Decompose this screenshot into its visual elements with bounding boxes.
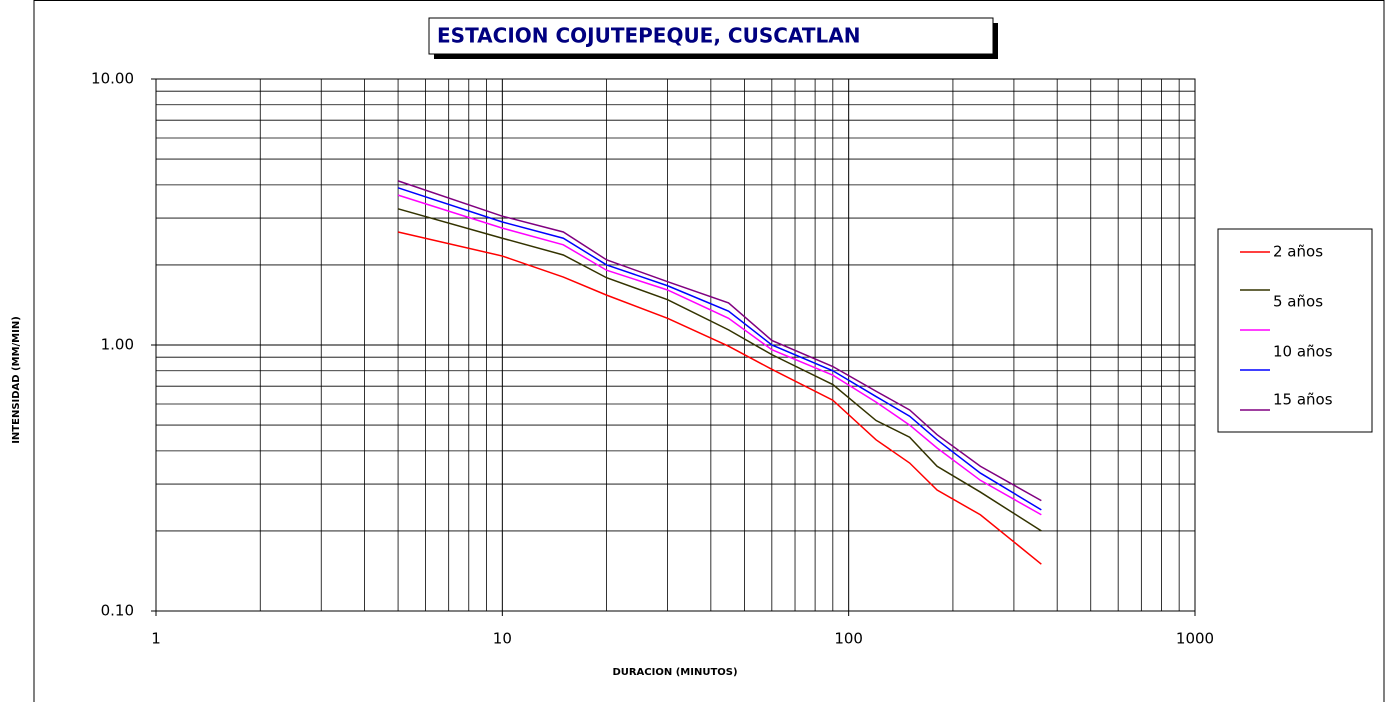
y-tick-label: 1.00 [101,336,134,354]
x-tick-label: 10 [493,630,512,648]
series-line [397,187,1042,511]
y-axis-title: INTENSIDAD (MM/MIN) [11,316,22,444]
x-axis-title: DURACION (MINUTOS) [612,667,737,678]
series-line [397,180,1042,502]
legend-label: 5 años [1273,293,1323,311]
x-tick-label: 100 [834,630,863,648]
legend-label: 10 años [1273,343,1333,361]
y-tick-label: 10.00 [91,70,134,88]
legend-label: 2 años [1273,243,1323,261]
legend-label: 15 años [1273,391,1333,409]
x-tick-label: 1000 [1176,630,1214,648]
x-tick-label: 1 [151,630,161,648]
series-line [397,208,1042,532]
y-tick-label: 0.10 [101,602,134,620]
title-box [428,17,994,55]
series-line [397,231,1042,565]
chart-title: ESTACION COJUTEPEQUE, CUSCATLAN [437,24,860,48]
series-line [397,194,1042,516]
